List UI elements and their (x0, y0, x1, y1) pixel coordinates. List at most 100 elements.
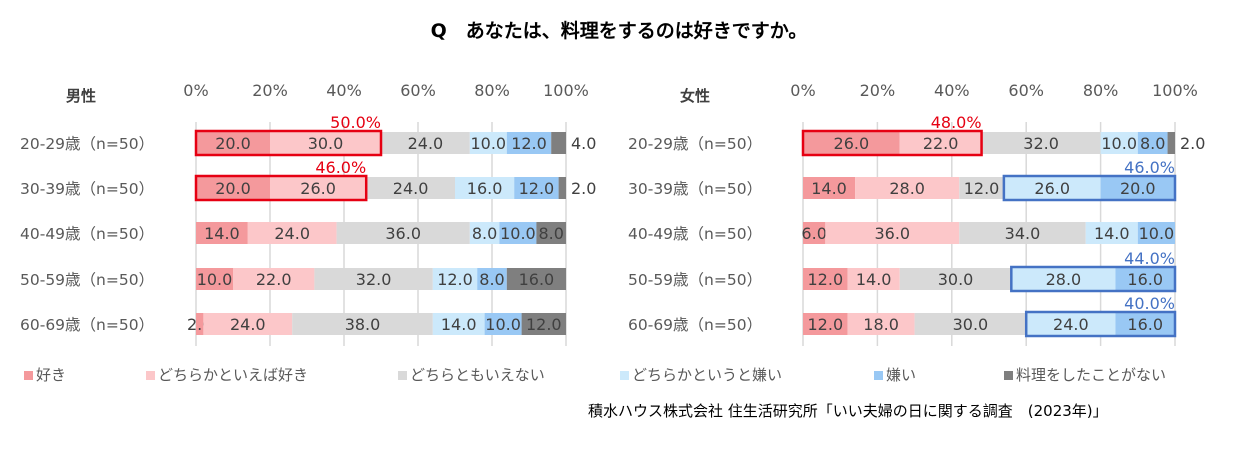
x-tick-label: 40% (326, 81, 362, 100)
data-label: 26.0 (834, 134, 870, 153)
highlight-total-label: 46.0% (315, 158, 366, 177)
bar-segment (1003, 177, 1101, 199)
highlight-box (801, 129, 983, 157)
data-label: 10.0 (197, 270, 233, 289)
category-label: 40-49歳（n=50） (20, 225, 154, 243)
bar-segment (1100, 132, 1138, 154)
x-tick-label: 100% (543, 81, 589, 100)
bar-segment (336, 222, 470, 244)
data-label: 36.0 (385, 224, 421, 243)
bar-segment (506, 268, 566, 290)
category-label: 40-49歳（n=50） (628, 225, 762, 243)
panel-title: 男性 (66, 87, 96, 105)
category-label: 30-39歳（n=50） (628, 180, 762, 198)
bar-segment (1011, 268, 1116, 290)
legend-swatch (1004, 371, 1013, 380)
bar-segment (803, 132, 900, 154)
bar-segment (1137, 132, 1168, 154)
bar-segment (247, 222, 337, 244)
data-label: 10.0 (485, 315, 521, 334)
bar-segment (847, 268, 900, 290)
category-label: 20-29歳（n=50） (628, 135, 762, 153)
data-label: 4.0 (571, 134, 596, 153)
data-label: 28.0 (1046, 270, 1082, 289)
data-label: 16.0 (1127, 315, 1163, 334)
highlight-box (1024, 310, 1177, 338)
bar-segment (469, 222, 500, 244)
bar-segment (558, 177, 566, 199)
x-tick-label: 20% (252, 81, 288, 100)
legend-swatch (146, 371, 155, 380)
bar-segment (803, 222, 826, 244)
bar-segment (196, 132, 270, 154)
bar-segment (203, 313, 293, 335)
highlight-box (194, 174, 368, 202)
bar-segment (196, 313, 204, 335)
bar-segment (899, 132, 982, 154)
legend-swatch (398, 371, 407, 380)
data-label: 24.0 (408, 134, 444, 153)
data-label: 16.0 (519, 270, 555, 289)
legend-item-never-cooked: 料理をしたことがない (1004, 364, 1166, 385)
bar-segment (914, 313, 1027, 335)
legend-label: どちらかというと嫌い (632, 366, 783, 384)
data-label: 20.0 (215, 179, 251, 198)
data-label: 38.0 (345, 315, 381, 334)
bar-segment (959, 222, 1086, 244)
data-label: 12.0 (511, 134, 547, 153)
data-label: 8.0 (538, 224, 563, 243)
data-label: 12.0 (519, 179, 555, 198)
x-tick-label: 40% (934, 81, 970, 100)
data-label: 18.0 (863, 315, 899, 334)
category-label: 30-39歳（n=50） (20, 180, 154, 198)
bar-segment (847, 313, 915, 335)
x-tick-label: 80% (1083, 81, 1119, 100)
bar-segment (1100, 177, 1175, 199)
bar-segment (803, 268, 848, 290)
data-label: 28.0 (889, 179, 925, 198)
x-tick-label: 80% (474, 81, 510, 100)
legend-label: 好き (36, 366, 67, 384)
bar-segment (521, 313, 566, 335)
bar-segment (514, 177, 559, 199)
bar-segment (270, 132, 381, 154)
bar-segment (803, 313, 848, 335)
bar-segment (196, 268, 233, 290)
bar-segment (381, 132, 470, 154)
bar-segment (1137, 222, 1175, 244)
highlight-box (1002, 174, 1177, 202)
data-label: 20.0 (215, 134, 251, 153)
bar-segment (855, 177, 960, 199)
x-tick-label: 60% (1008, 81, 1044, 100)
legend-label: 嫌い (886, 366, 917, 384)
bar-segment (270, 177, 367, 199)
data-label: 20.0 (1120, 179, 1156, 198)
category-label: 60-69歳（n=50） (20, 316, 154, 334)
data-label: 32.0 (356, 270, 392, 289)
bar-segment (366, 177, 455, 199)
data-label: 22.0 (923, 134, 959, 153)
data-label: 8.0 (472, 224, 497, 243)
data-label: 10.0 (500, 224, 536, 243)
bar-segment (455, 177, 515, 199)
x-tick-label: 20% (860, 81, 896, 100)
bar-segment (432, 268, 478, 290)
panel-title: 女性 (680, 87, 710, 105)
data-label: 14.0 (441, 315, 477, 334)
category-label: 60-69歳（n=50） (628, 316, 762, 334)
data-label: 26.0 (300, 179, 336, 198)
data-label: 22.0 (256, 270, 292, 289)
legend-item-dislike: 嫌い (874, 364, 916, 385)
data-label: 32.0 (1023, 134, 1059, 153)
legend-swatch (24, 371, 33, 380)
legend-swatch (620, 371, 629, 380)
bar-segment (469, 132, 507, 154)
bar-segment (292, 313, 433, 335)
bar-segment (803, 177, 856, 199)
highlight-total-label: 40.0% (1124, 294, 1175, 313)
bar-segment (499, 222, 537, 244)
legend-item-somewhat-like: どちらかといえば好き (146, 364, 308, 385)
data-label: 2.0 (571, 179, 596, 198)
bar-segment (1167, 132, 1175, 154)
